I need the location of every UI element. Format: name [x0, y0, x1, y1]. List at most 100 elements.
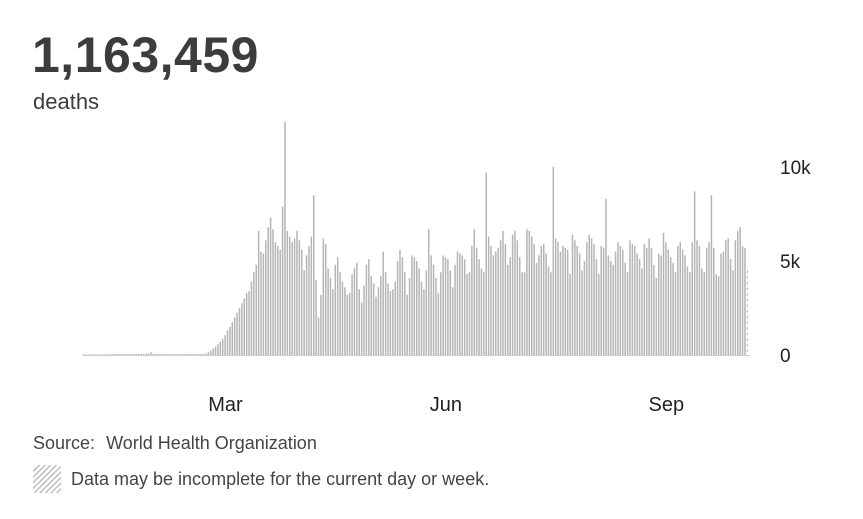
bar [327, 268, 329, 355]
bar [262, 253, 265, 355]
bar [662, 232, 665, 355]
headline-total: 1,163,459 [32, 27, 259, 83]
y-tick-label: 5k [780, 252, 801, 273]
bar [566, 249, 569, 355]
bar [552, 167, 555, 355]
bar [471, 245, 473, 355]
bar [298, 240, 301, 355]
bar [514, 230, 516, 355]
bar [171, 354, 174, 355]
bar [725, 240, 727, 355]
bar [715, 274, 717, 355]
bar [427, 229, 430, 355]
bar [466, 274, 468, 355]
bar-series [83, 121, 749, 355]
bar [499, 240, 502, 355]
bar [557, 242, 559, 355]
bar [190, 354, 193, 355]
bar [162, 353, 164, 355]
bar [394, 281, 396, 355]
bar [193, 354, 195, 355]
bar [729, 259, 732, 355]
x-tick-label: Sep [649, 394, 685, 416]
bar [241, 303, 243, 355]
bar [463, 259, 466, 355]
bar [159, 354, 162, 355]
source-line: Source: World Health Organization [33, 433, 317, 454]
bar [569, 274, 571, 355]
bar [617, 242, 619, 355]
bar [614, 251, 617, 355]
bar [554, 238, 557, 355]
bar [138, 353, 140, 355]
y-tick-label: 0 [780, 346, 791, 367]
bar [358, 289, 360, 355]
bar [279, 249, 281, 355]
bar [308, 245, 310, 355]
bar [305, 255, 308, 355]
bar [202, 354, 205, 355]
bar [480, 268, 483, 355]
bar [92, 354, 95, 355]
bar [186, 354, 188, 355]
bar [643, 244, 646, 355]
bar [368, 259, 370, 355]
bar [150, 352, 152, 355]
bar [495, 251, 497, 355]
bar [114, 354, 116, 355]
bar [478, 259, 480, 355]
bar [535, 262, 538, 355]
bar [511, 234, 514, 355]
bar [265, 240, 267, 355]
bar [322, 238, 325, 355]
bar [104, 354, 107, 355]
bar [732, 270, 734, 355]
bar [741, 245, 744, 355]
bar [85, 354, 87, 355]
bar [336, 257, 339, 355]
bar [720, 253, 722, 355]
bar [681, 249, 684, 355]
bar [267, 227, 269, 355]
bar [147, 353, 150, 355]
x-axis-ticks: Mar Jun Sep [208, 394, 684, 416]
bar [629, 240, 631, 355]
bar [183, 354, 186, 355]
bar [430, 255, 432, 355]
bar [523, 272, 526, 355]
bar [490, 245, 492, 355]
bar [97, 354, 99, 355]
bar [679, 242, 682, 355]
bar [212, 348, 214, 355]
bar [581, 270, 583, 355]
bar [449, 270, 452, 355]
bar [87, 354, 90, 355]
bar [310, 236, 313, 355]
bar [217, 344, 219, 355]
bar [542, 244, 545, 355]
bar [188, 354, 190, 355]
bar [384, 272, 387, 355]
headline-unit: deaths [33, 89, 100, 114]
bar [353, 268, 356, 355]
bar [550, 272, 552, 355]
bar [710, 195, 713, 355]
bar [645, 247, 648, 355]
bar [497, 247, 499, 355]
bar [703, 272, 705, 355]
bar [665, 242, 667, 355]
y-axis-ticks: 0 5k 10k [780, 158, 811, 367]
bar [365, 264, 368, 355]
bar [485, 172, 487, 355]
bar [214, 346, 217, 355]
bar [303, 270, 305, 355]
bar [502, 230, 504, 355]
bar [545, 253, 547, 355]
bar [691, 242, 693, 355]
bar [600, 245, 602, 355]
bar [420, 281, 423, 355]
bar [269, 217, 272, 355]
bar [509, 257, 511, 355]
bar [130, 354, 133, 355]
bar [274, 242, 277, 355]
